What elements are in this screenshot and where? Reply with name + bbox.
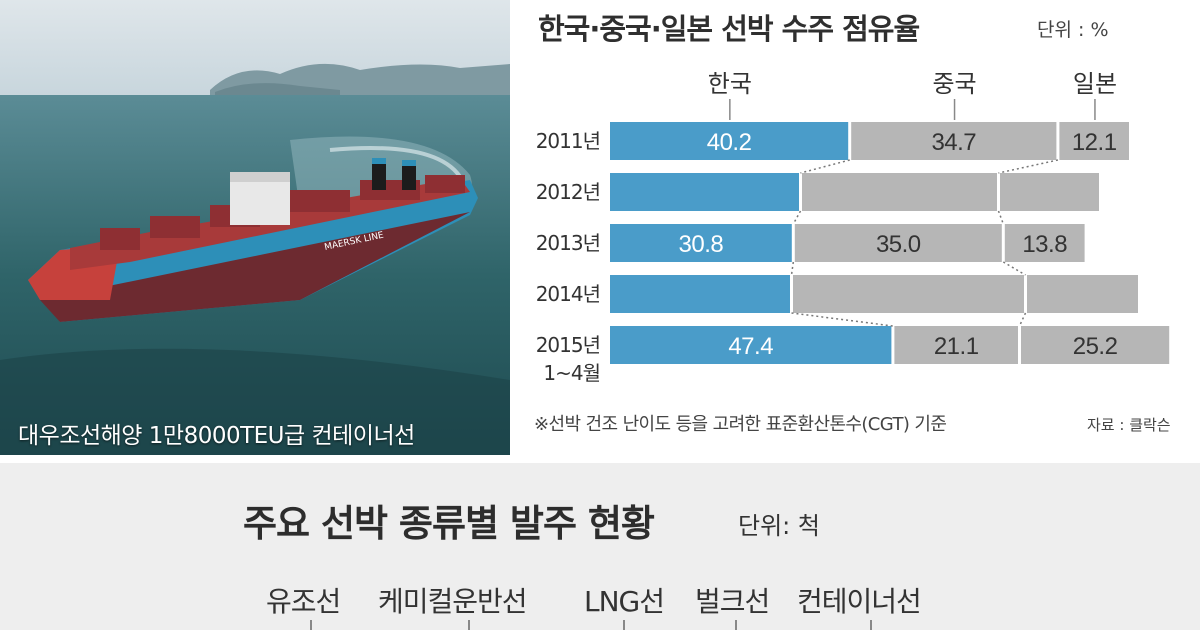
bar-중국 bbox=[793, 275, 1024, 313]
legend-일본: 일본 bbox=[1073, 70, 1117, 98]
data-label: 34.7 bbox=[931, 129, 976, 156]
bar-한국 bbox=[610, 275, 790, 313]
data-label: 12.1 bbox=[1072, 129, 1117, 156]
data-label: 25.2 bbox=[1073, 333, 1118, 360]
bar-일본 bbox=[1004, 224, 1085, 262]
tick-mark bbox=[623, 620, 625, 630]
connector-line bbox=[997, 210, 1005, 225]
connector-line bbox=[792, 210, 802, 225]
chart-source: 자료 : 클락슨 bbox=[1087, 416, 1171, 434]
category-label: 2015년 bbox=[536, 333, 600, 357]
category-label: 2013년 bbox=[536, 231, 600, 255]
ship-photo-illustration: MAERSK LINE bbox=[0, 0, 510, 455]
legend-중국: 중국 bbox=[932, 70, 976, 98]
orders-section: 주요 선박 종류별 발주 현황 단위: 척 유조선 케미컬운반선 LNG선 벌크… bbox=[0, 463, 1200, 630]
data-label: 35.0 bbox=[876, 231, 921, 258]
bar-일본 bbox=[1027, 275, 1138, 313]
tick-mark bbox=[870, 620, 872, 630]
ship-type-label: LNG선 bbox=[584, 585, 665, 618]
bar-중국 bbox=[802, 173, 997, 211]
ship-type-label: 케미컬운반선 bbox=[378, 585, 528, 618]
chart-unit: 단위 : % bbox=[1037, 19, 1109, 41]
connector-line bbox=[1002, 261, 1026, 276]
orders-unit: 단위: 척 bbox=[738, 512, 820, 540]
data-label: 30.8 bbox=[679, 231, 724, 258]
section-divider bbox=[0, 455, 1200, 463]
category-label: 2012년 bbox=[536, 180, 600, 204]
photo-caption: 대우조선해양 1만8000TEU급 컨테이너선 bbox=[18, 423, 415, 449]
bar-한국 bbox=[610, 173, 799, 211]
ship-type-label: 컨테이너선 bbox=[797, 585, 922, 618]
chart-footnote: ※선박 건조 난이도 등을 고려한 표준환산톤수(CGT) 기준 bbox=[534, 414, 947, 435]
bar-중국 bbox=[851, 122, 1057, 160]
chart-title: 한국·중국·일본 선박 수주 점유율 bbox=[538, 12, 920, 46]
tick-mark bbox=[735, 620, 737, 630]
category-label: 2014년 bbox=[536, 282, 600, 306]
legend-한국: 한국 bbox=[708, 70, 752, 98]
bar-한국 bbox=[610, 326, 892, 364]
share-chart: 40.2 34.7 12.1 2011년 2012년 30.8 35.0 13.8 2013년 2… bbox=[536, 70, 1170, 385]
bar-일본 bbox=[1059, 122, 1129, 160]
share-chart-panel: 한국·중국·일본 선박 수주 점유율 단위 : % 40.2 34.7 12.1 20… bbox=[510, 0, 1200, 455]
data-label: 21.1 bbox=[934, 333, 979, 360]
connector-line bbox=[791, 312, 893, 327]
bar-일본 bbox=[1021, 326, 1170, 364]
bar-일본 bbox=[1000, 173, 1099, 211]
ship-photo: MAERSK LINE 대우조선해양 1만8000TEU급 컨테이너선 bbox=[0, 0, 510, 455]
ship-type-label: 벌크선 bbox=[695, 585, 770, 618]
ship-type-label: 유조선 bbox=[266, 585, 341, 618]
connector-line bbox=[790, 261, 795, 276]
category-label: 1~4월 bbox=[543, 361, 600, 385]
data-label: 47.4 bbox=[728, 333, 773, 360]
tick-mark bbox=[310, 620, 312, 630]
data-label: 40.2 bbox=[707, 129, 752, 156]
orders-title: 주요 선박 종류별 발주 현황 bbox=[243, 502, 655, 545]
connector-line bbox=[800, 159, 850, 174]
connector-line bbox=[998, 159, 1059, 174]
bar-중국 bbox=[894, 326, 1018, 364]
category-label: 2011년 bbox=[536, 129, 600, 153]
tick-mark bbox=[468, 620, 470, 630]
connector-line bbox=[1018, 312, 1027, 327]
data-label: 13.8 bbox=[1022, 231, 1067, 258]
bar-한국 bbox=[610, 122, 849, 160]
bar-중국 bbox=[794, 224, 1002, 262]
bar-한국 bbox=[610, 224, 792, 262]
